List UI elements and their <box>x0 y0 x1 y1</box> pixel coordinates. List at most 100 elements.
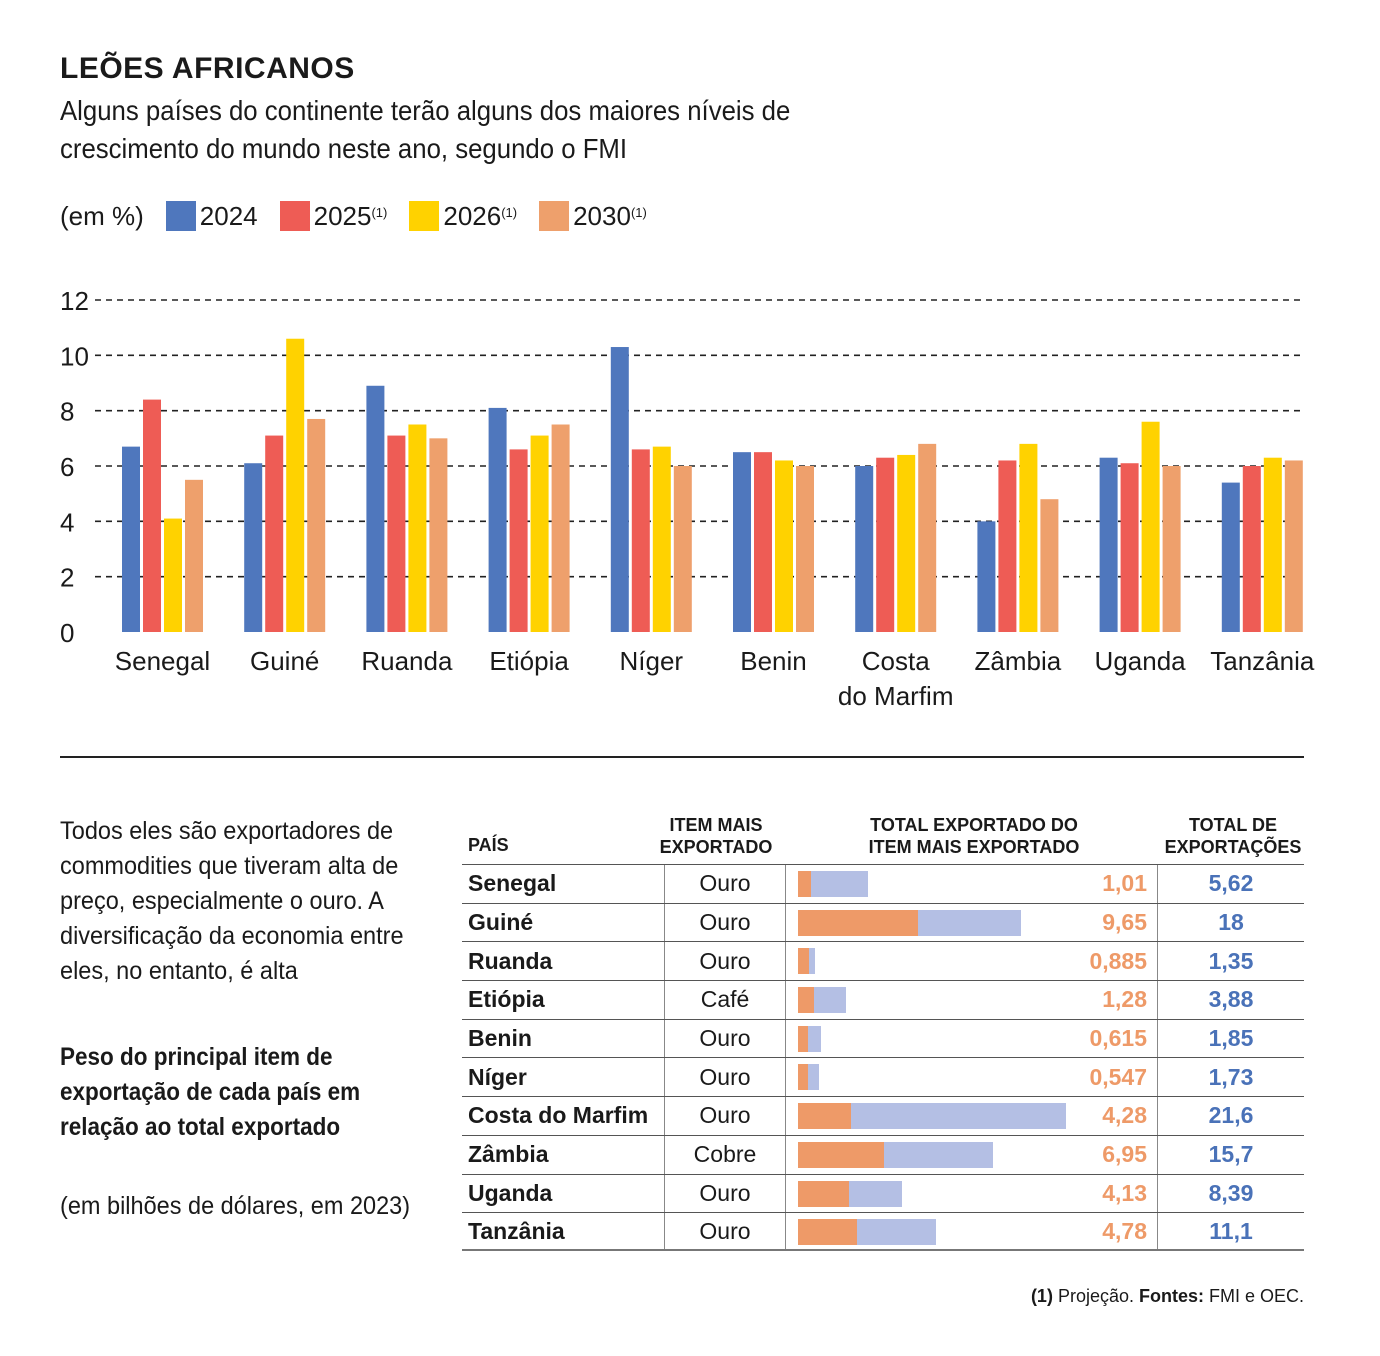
header-line: TOTAL EXPORTADO DO <box>870 815 1078 835</box>
legend-sup: (1) <box>371 204 388 220</box>
bar <box>244 463 263 632</box>
item-cell: Ouro <box>664 1058 786 1097</box>
item-value-label: 4,13 <box>1102 1179 1147 1206</box>
item-cell: Ouro <box>664 1097 786 1135</box>
table-row: Costa do Marfim Ouro 4,28 21,6 <box>462 1096 1304 1135</box>
item-cell: Ouro <box>664 1019 786 1058</box>
total-cell: 18 <box>1218 909 1244 936</box>
table-row: Zâmbia Cobre 6,95 15,7 <box>462 1134 1304 1174</box>
bar-cell: 0,615 <box>786 1019 1158 1058</box>
bar <box>1242 466 1261 632</box>
bar <box>610 347 629 632</box>
header-line: ITEM MAIS EXPORTADO <box>868 837 1080 857</box>
y-tick-label: 6 <box>60 452 74 482</box>
intro-text: Todos eles são exportadores de commoditi… <box>60 817 404 985</box>
item-value-label: 0,885 <box>1089 947 1147 974</box>
table-row: Tanzânia Ouro 4,78 11,1 <box>462 1212 1304 1251</box>
y-tick-label: 12 <box>60 286 89 316</box>
column-header-item: ITEM MAIS EXPORTADO <box>652 814 780 858</box>
legend: (em %) 2024 2025 (1) 2026 (1) 2030 (1) <box>60 196 669 236</box>
header-line: EXPORTADO <box>659 837 773 857</box>
table-row: Etiópia Café 1,28 3,88 <box>462 980 1304 1019</box>
chart-subtitle: Alguns países do continente terão alguns… <box>60 95 791 164</box>
bar <box>796 466 814 632</box>
bar <box>408 424 427 632</box>
y-tick-label: 0 <box>60 618 74 648</box>
legend-unit: (em %) <box>60 200 144 231</box>
bar <box>265 435 284 632</box>
table-row: Senegal Ouro 1,01 5,62 <box>462 864 1304 903</box>
total-cell: 1,35 <box>1208 947 1254 974</box>
country-cell: Benin <box>468 1025 532 1052</box>
item-export-bar <box>798 948 809 975</box>
item-value-label: 6,95 <box>1102 1141 1147 1168</box>
item-export-bar <box>798 1103 852 1130</box>
legend-sup: (1) <box>501 204 518 220</box>
item-value-label: 0,547 <box>1089 1063 1147 1090</box>
bar <box>143 399 161 632</box>
item-cell: Café <box>664 981 786 1019</box>
country-cell: Zâmbia <box>468 1141 549 1168</box>
legend-swatch <box>409 201 440 231</box>
bar <box>164 518 182 632</box>
total-cell: 3,88 <box>1208 986 1254 1013</box>
x-tick-label: Níger <box>620 646 684 676</box>
footnote: (1) Projeção. Fontes: FMI e OEC. <box>1031 1286 1304 1307</box>
chart-title: LEÕES AFRICANOS <box>60 52 355 85</box>
legend-swatch <box>165 201 196 231</box>
bar <box>998 460 1017 632</box>
bar <box>673 466 692 632</box>
item-cell: Cobre <box>664 1135 786 1174</box>
legend-label: 2026 <box>443 200 502 231</box>
item-cell: Ouro <box>664 1174 786 1213</box>
x-tick-label: Costa <box>862 646 930 676</box>
total-cell: 8,39 <box>1208 1179 1254 1206</box>
bar <box>1120 463 1139 632</box>
item-export-bar <box>798 1064 808 1091</box>
x-tick-label: Guiné <box>250 646 319 676</box>
total-cell: 1,85 <box>1208 1025 1254 1052</box>
country-cell: Níger <box>468 1063 527 1090</box>
bar <box>855 466 874 632</box>
item-cell: Ouro <box>664 1213 786 1249</box>
bar-cell: 4,13 <box>786 1174 1158 1213</box>
table-row: Uganda Ouro 4,13 8,39 <box>462 1173 1304 1213</box>
footnote-source-label: Fontes: <box>1138 1286 1204 1306</box>
legend-swatch <box>279 201 310 231</box>
footnote-marker: (1) <box>1030 1286 1053 1306</box>
bar <box>387 435 406 632</box>
legend-label: 2030 <box>573 200 631 231</box>
bar-cell: 1,28 <box>786 981 1158 1019</box>
item-export-bar <box>798 909 918 936</box>
country-cell: Uganda <box>468 1179 553 1206</box>
item-value-label: 1,28 <box>1102 986 1147 1013</box>
bar <box>1162 466 1181 632</box>
y-tick-label: 4 <box>60 507 74 537</box>
bar <box>977 521 996 632</box>
y-tick-label: 8 <box>60 397 74 427</box>
item-export-bar <box>798 1180 850 1207</box>
column-header-item-total: TOTAL EXPORTADO DO ITEM MAIS EXPORTADO <box>790 814 1158 858</box>
bar <box>1040 499 1059 632</box>
bar <box>366 385 385 632</box>
bar <box>918 443 937 632</box>
bar-cell: 6,95 <box>786 1135 1158 1174</box>
legend-item-2025: 2025 (1) <box>279 201 388 232</box>
bar <box>1019 443 1038 632</box>
item-value-label: 4,28 <box>1102 1102 1147 1129</box>
table-row: Benin Ouro 0,615 1,85 <box>462 1018 1304 1058</box>
item-value-label: 1,01 <box>1102 870 1147 897</box>
bar <box>185 479 203 632</box>
bar <box>509 449 528 632</box>
country-cell: Ruanda <box>468 947 553 974</box>
bar <box>551 424 570 632</box>
intro-unit-text: (em bilhões de dólares, em 2023) <box>60 1192 411 1220</box>
item-cell: Ouro <box>664 903 786 942</box>
x-tick-label: Benin <box>740 646 807 676</box>
bar <box>1141 421 1160 632</box>
legend-sup: (1) <box>630 204 647 220</box>
bar <box>122 446 140 632</box>
y-tick-label: 2 <box>60 563 74 593</box>
bar <box>876 457 895 632</box>
country-cell: Tanzânia <box>468 1217 565 1244</box>
